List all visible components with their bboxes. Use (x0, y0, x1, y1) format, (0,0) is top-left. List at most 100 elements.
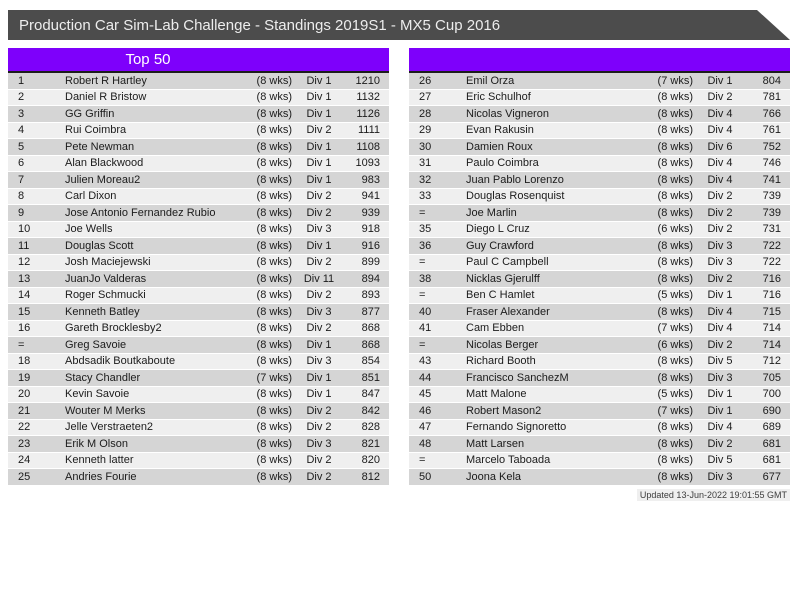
cell-division: Div 2 (306, 190, 332, 203)
cell-position: 50 (419, 470, 432, 483)
cell-driver-name: Gareth Brocklesby2 (65, 322, 162, 335)
table-body-right: 26 Emil Orza (7 wks) Div 1 804 27 Eric S… (409, 73, 790, 486)
cell-weeks: (7 wks) (657, 322, 693, 335)
cell-points: 1126 (356, 107, 380, 120)
cell-division: Div 2 (707, 437, 733, 450)
page-title: Production Car Sim-Lab Challenge - Stand… (19, 16, 501, 34)
cell-driver-name: Douglas Scott (65, 239, 134, 252)
cell-position: 9 (18, 206, 25, 219)
cell-weeks: (8 wks) (256, 206, 292, 219)
table-row: 47 Fernando Signoretto (8 wks) Div 4 689 (409, 419, 790, 436)
cell-division: Div 2 (707, 206, 733, 219)
cell-driver-name: Guy Crawford (466, 239, 534, 252)
cell-weeks: (8 wks) (256, 157, 292, 170)
cell-division: Div 2 (707, 91, 733, 104)
table-row: 33 Douglas Rosenquist (8 wks) Div 2 739 (409, 188, 790, 205)
cell-points: 714 (762, 322, 781, 335)
cell-division: Div 2 (707, 338, 733, 351)
cell-driver-name: Matt Larsen (466, 437, 525, 450)
cell-division: Div 4 (707, 173, 733, 186)
cell-division: Div 1 (306, 91, 332, 104)
cell-driver-name: Greg Savoie (65, 338, 127, 351)
cell-driver-name: Evan Rakusin (466, 124, 534, 137)
cell-points: 918 (361, 223, 380, 236)
cell-weeks: (7 wks) (256, 371, 292, 384)
cell-division: Div 1 (306, 388, 332, 401)
cell-weeks: (8 wks) (657, 239, 693, 252)
cell-driver-name: Ben C Hamlet (466, 289, 535, 302)
cell-weeks: (8 wks) (657, 355, 693, 368)
table-row: 40 Fraser Alexander (8 wks) Div 4 715 (409, 304, 790, 321)
cell-weeks: (8 wks) (657, 305, 693, 318)
cell-division: Div 2 (707, 190, 733, 203)
cell-weeks: (8 wks) (657, 272, 693, 285)
cell-points: 739 (762, 190, 781, 203)
cell-position: 12 (18, 256, 31, 269)
cell-points: 916 (361, 239, 380, 252)
table-row: 25 Andries Fourie (8 wks) Div 2 812 (8, 469, 389, 486)
cell-division: Div 3 (707, 470, 733, 483)
cell-weeks: (8 wks) (256, 107, 292, 120)
table-row: 4 Rui Coimbra (8 wks) Div 2 1111 (8, 122, 389, 139)
cell-division: Div 1 (306, 107, 332, 120)
table-row: 6 Alan Blackwood (8 wks) Div 1 1093 (8, 155, 389, 172)
cell-position: 45 (419, 388, 432, 401)
table-row: 31 Paulo Coimbra (8 wks) Div 4 746 (409, 155, 790, 172)
cell-position: 21 (18, 404, 31, 417)
cell-points: 941 (361, 190, 380, 203)
cell-weeks: (8 wks) (256, 256, 292, 269)
table-row: 2 Daniel R Bristow (8 wks) Div 1 1132 (8, 89, 389, 106)
cell-division: Div 2 (306, 206, 332, 219)
cell-driver-name: Carl Dixon (65, 190, 117, 203)
cell-points: 894 (361, 272, 380, 285)
cell-points: 716 (762, 289, 781, 302)
cell-points: 722 (762, 256, 781, 269)
cell-position: 13 (18, 272, 31, 285)
cell-weeks: (8 wks) (657, 157, 693, 170)
cell-driver-name: Nicolas Vigneron (466, 107, 549, 120)
cell-driver-name: Kenneth Batley (65, 305, 140, 318)
table-row: 36 Guy Crawford (8 wks) Div 3 722 (409, 238, 790, 255)
cell-driver-name: Emil Orza (466, 74, 515, 87)
cell-driver-name: Cam Ebben (466, 322, 525, 335)
cell-points: 854 (361, 355, 380, 368)
cell-weeks: (8 wks) (657, 454, 693, 467)
cell-position: 5 (18, 140, 25, 153)
cell-weeks: (8 wks) (256, 437, 292, 450)
cell-driver-name: Erik M Olson (65, 437, 128, 450)
cell-position: 8 (18, 190, 25, 203)
cell-division: Div 1 (707, 289, 733, 302)
cell-points: 741 (762, 173, 781, 186)
cell-position: 29 (419, 124, 432, 137)
cell-points: 842 (361, 404, 380, 417)
cell-driver-name: GG Griffin (65, 107, 115, 120)
cell-division: Div 1 (306, 157, 332, 170)
cell-weeks: (8 wks) (256, 223, 292, 236)
cell-division: Div 1 (306, 338, 332, 351)
cell-driver-name: Daniel R Bristow (65, 91, 147, 104)
table-row: 12 Josh Maciejewski (8 wks) Div 2 899 (8, 254, 389, 271)
cell-driver-name: Joe Marlin (466, 206, 517, 219)
cell-driver-name: Pete Newman (65, 140, 135, 153)
cell-driver-name: Joona Kela (466, 470, 522, 483)
cell-division: Div 4 (707, 124, 733, 137)
cell-position: 10 (18, 223, 31, 236)
cell-weeks: (8 wks) (256, 74, 292, 87)
cell-points: 766 (762, 107, 781, 120)
cell-weeks: (8 wks) (256, 421, 292, 434)
cell-division: Div 1 (306, 74, 332, 87)
table-row: 41 Cam Ebben (7 wks) Div 4 714 (409, 320, 790, 337)
cell-points: 714 (762, 338, 781, 351)
table-row: 27 Eric Schulhof (8 wks) Div 2 781 (409, 89, 790, 106)
cell-position: 30 (419, 140, 432, 153)
cell-driver-name: Paulo Coimbra (466, 157, 539, 170)
cell-division: Div 2 (306, 454, 332, 467)
cell-division: Div 3 (707, 371, 733, 384)
table-row: 20 Kevin Savoie (8 wks) Div 1 847 (8, 386, 389, 403)
cell-division: Div 11 (303, 272, 335, 285)
cell-division: Div 2 (306, 470, 332, 483)
cell-points: 804 (762, 74, 781, 87)
cell-position: 16 (18, 322, 31, 335)
table-row: 38 Nicklas Gjerulff (8 wks) Div 2 716 (409, 271, 790, 288)
cell-position: 4 (18, 124, 25, 137)
